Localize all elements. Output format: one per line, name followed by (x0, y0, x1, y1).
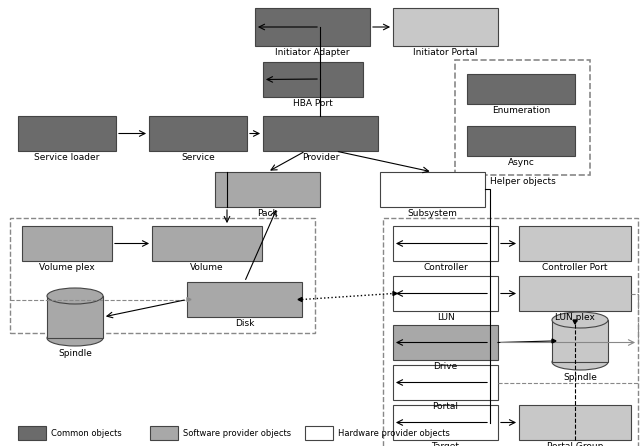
Text: Target: Target (431, 442, 460, 446)
Bar (519, 405, 631, 440)
Bar (47, 296, 103, 338)
Text: Drive: Drive (433, 362, 458, 371)
Text: HBA Port: HBA Port (293, 99, 333, 108)
Polygon shape (187, 297, 191, 301)
Bar (455, 60, 590, 175)
Text: Controller: Controller (423, 263, 468, 272)
Text: Software provider objects: Software provider objects (183, 429, 291, 438)
Bar (215, 172, 320, 207)
Text: Initiator Adapter: Initiator Adapter (275, 48, 350, 57)
Bar (393, 365, 498, 400)
Polygon shape (573, 320, 577, 324)
Bar (393, 226, 498, 261)
Text: Enumeration: Enumeration (492, 106, 550, 115)
Ellipse shape (552, 354, 608, 370)
Bar (18, 426, 46, 440)
Text: LUN plex: LUN plex (555, 313, 595, 322)
Bar (187, 282, 302, 317)
Bar (380, 172, 485, 207)
Text: Volume plex: Volume plex (39, 263, 95, 272)
Text: Portal Group: Portal Group (547, 442, 603, 446)
Ellipse shape (47, 288, 103, 304)
Text: Controller Port: Controller Port (542, 263, 608, 272)
Text: Portal: Portal (433, 402, 459, 411)
Bar (519, 226, 631, 261)
Text: Service: Service (181, 153, 215, 162)
Text: Service loader: Service loader (34, 153, 100, 162)
Text: Initiator Portal: Initiator Portal (413, 48, 478, 57)
Bar (22, 226, 112, 261)
Text: Provider: Provider (302, 153, 339, 162)
Text: Disk: Disk (235, 319, 254, 328)
Bar (263, 62, 363, 97)
Text: Spindle: Spindle (58, 349, 92, 358)
Bar (149, 116, 247, 151)
Bar (393, 276, 498, 311)
Polygon shape (298, 297, 302, 301)
Bar (393, 405, 498, 440)
Bar (10, 218, 315, 333)
Bar (263, 116, 378, 151)
Polygon shape (552, 339, 556, 343)
Text: LUN: LUN (437, 313, 455, 322)
Bar (393, 325, 498, 360)
Text: Async: Async (507, 158, 535, 167)
Ellipse shape (552, 312, 608, 328)
Bar (393, 8, 498, 46)
Bar (255, 8, 370, 46)
Text: Hardware provider objects: Hardware provider objects (338, 429, 450, 438)
Text: Subsystem: Subsystem (408, 209, 457, 218)
Text: Pack: Pack (257, 209, 278, 218)
Polygon shape (393, 292, 397, 296)
Text: Volume: Volume (190, 263, 224, 272)
Bar (467, 74, 575, 104)
Text: Common objects: Common objects (51, 429, 122, 438)
Bar (467, 126, 575, 156)
Bar (552, 320, 608, 362)
Text: Helper objects: Helper objects (489, 177, 555, 186)
Bar (152, 226, 262, 261)
Bar (150, 426, 178, 440)
Ellipse shape (47, 330, 103, 346)
Bar (383, 218, 638, 446)
Bar (305, 426, 333, 440)
Text: Spindle: Spindle (563, 373, 597, 382)
Bar (18, 116, 116, 151)
Bar (519, 276, 631, 311)
